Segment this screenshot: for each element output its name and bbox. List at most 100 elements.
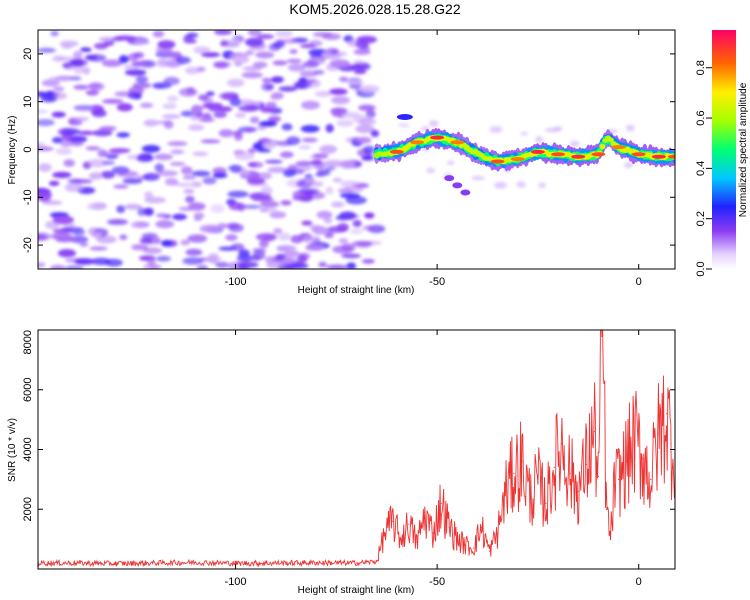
noise-blob bbox=[325, 47, 339, 55]
snr-point bbox=[448, 526, 450, 528]
noise-blob bbox=[191, 104, 204, 114]
noise-blob bbox=[178, 87, 198, 97]
noise-blob bbox=[143, 119, 159, 127]
noise-blob bbox=[132, 82, 152, 89]
faint-blob bbox=[428, 120, 439, 127]
snr-point bbox=[634, 439, 636, 442]
noise-blob bbox=[250, 254, 261, 262]
noise-blob bbox=[187, 234, 208, 243]
noise-blob bbox=[276, 245, 297, 252]
noise-blob bbox=[38, 142, 46, 147]
ridge-branch bbox=[396, 113, 413, 120]
noise-blob bbox=[174, 182, 195, 187]
noise-blob bbox=[326, 264, 348, 269]
noise-blob bbox=[116, 132, 130, 138]
noise-blob bbox=[42, 200, 63, 205]
noise-blob bbox=[264, 159, 283, 164]
noise-blob bbox=[157, 40, 176, 49]
snr-point bbox=[609, 538, 612, 540]
noise-blob bbox=[252, 248, 266, 254]
noise-blob bbox=[70, 235, 89, 244]
noise-blob bbox=[167, 95, 179, 102]
noise-blob bbox=[247, 148, 256, 154]
noise-blob bbox=[305, 244, 325, 251]
noise-blob bbox=[87, 158, 108, 168]
noise-blob bbox=[281, 257, 299, 264]
ridge-hotspots bbox=[389, 135, 675, 164]
faint-blobs bbox=[393, 120, 661, 189]
noise-blob bbox=[215, 261, 229, 269]
x-tick-label: -100 bbox=[225, 276, 247, 288]
snr-point bbox=[585, 463, 587, 465]
spectrogram-y-label: Frequency (Hz) bbox=[7, 116, 18, 185]
noise-blob bbox=[340, 180, 359, 188]
noise-blob bbox=[131, 244, 149, 251]
snr-point bbox=[537, 481, 539, 483]
noise-blob bbox=[362, 145, 376, 155]
ridge-hotspot bbox=[551, 152, 566, 157]
snr-point bbox=[408, 523, 410, 525]
noise-blob bbox=[225, 234, 238, 241]
noise-blob bbox=[283, 250, 300, 258]
ridge-branch bbox=[452, 182, 463, 189]
noise-blob bbox=[241, 71, 263, 79]
noise-blob bbox=[198, 94, 209, 101]
noise-blob bbox=[260, 186, 273, 196]
snr-panel: -100 -50 0 2000 4000 6000 8000 Height of strai… bbox=[7, 329, 676, 596]
noise-blob bbox=[302, 235, 321, 244]
noise-blob bbox=[152, 30, 165, 38]
noise-blob bbox=[183, 188, 195, 194]
noise-blob bbox=[164, 178, 179, 186]
noise-blob bbox=[122, 178, 143, 184]
snr-point bbox=[376, 560, 378, 563]
snr-point bbox=[529, 496, 531, 498]
noise-blob bbox=[163, 120, 174, 129]
noise-blob bbox=[190, 112, 200, 121]
noise-blob bbox=[245, 50, 254, 56]
noise-blob bbox=[295, 160, 315, 167]
noise-blob bbox=[213, 61, 229, 69]
noise-blob bbox=[116, 170, 139, 178]
snr-point bbox=[464, 544, 466, 546]
noise-blob bbox=[312, 226, 328, 235]
noise-blob bbox=[73, 116, 90, 122]
noise-blob bbox=[99, 126, 117, 132]
noise-blob bbox=[102, 98, 124, 104]
noise-blob bbox=[332, 177, 342, 183]
noise-blob bbox=[74, 106, 95, 112]
noise-blob bbox=[182, 257, 204, 265]
snr-point bbox=[642, 457, 644, 460]
noise-blob bbox=[101, 59, 123, 67]
noise-blob bbox=[323, 217, 333, 224]
colorbar-tick-label: 0.2 bbox=[695, 211, 707, 226]
snr-point bbox=[505, 490, 507, 492]
noise-blob bbox=[341, 111, 361, 119]
faint-blob bbox=[447, 160, 455, 166]
colorbar-tick-label: 0.8 bbox=[695, 60, 707, 75]
noise-blob bbox=[192, 151, 209, 156]
noise-blob bbox=[279, 151, 294, 158]
noise-blob bbox=[323, 160, 345, 168]
noise-blob bbox=[212, 172, 228, 179]
noise-blob bbox=[247, 161, 264, 168]
noise-blob bbox=[88, 172, 103, 180]
noise-blob bbox=[202, 177, 217, 185]
noise-blob bbox=[275, 30, 293, 38]
noise-blob bbox=[91, 109, 107, 118]
noise-blob bbox=[233, 132, 243, 141]
snr-point bbox=[424, 514, 426, 516]
colorbar-ticks: 0.0 0.2 0.4 0.6 0.8 bbox=[695, 60, 712, 277]
noise-blob bbox=[218, 246, 237, 251]
noise-blob bbox=[100, 170, 116, 179]
noise-blob bbox=[38, 119, 55, 127]
faint-blob bbox=[535, 136, 544, 143]
noise-blob bbox=[299, 70, 318, 78]
noise-blob bbox=[246, 104, 258, 110]
snr-point bbox=[355, 562, 358, 564]
ridge-hotspot bbox=[591, 152, 606, 157]
noise-blob bbox=[281, 123, 293, 131]
noise-blob bbox=[252, 196, 274, 202]
ridge-hotspot bbox=[571, 154, 586, 159]
